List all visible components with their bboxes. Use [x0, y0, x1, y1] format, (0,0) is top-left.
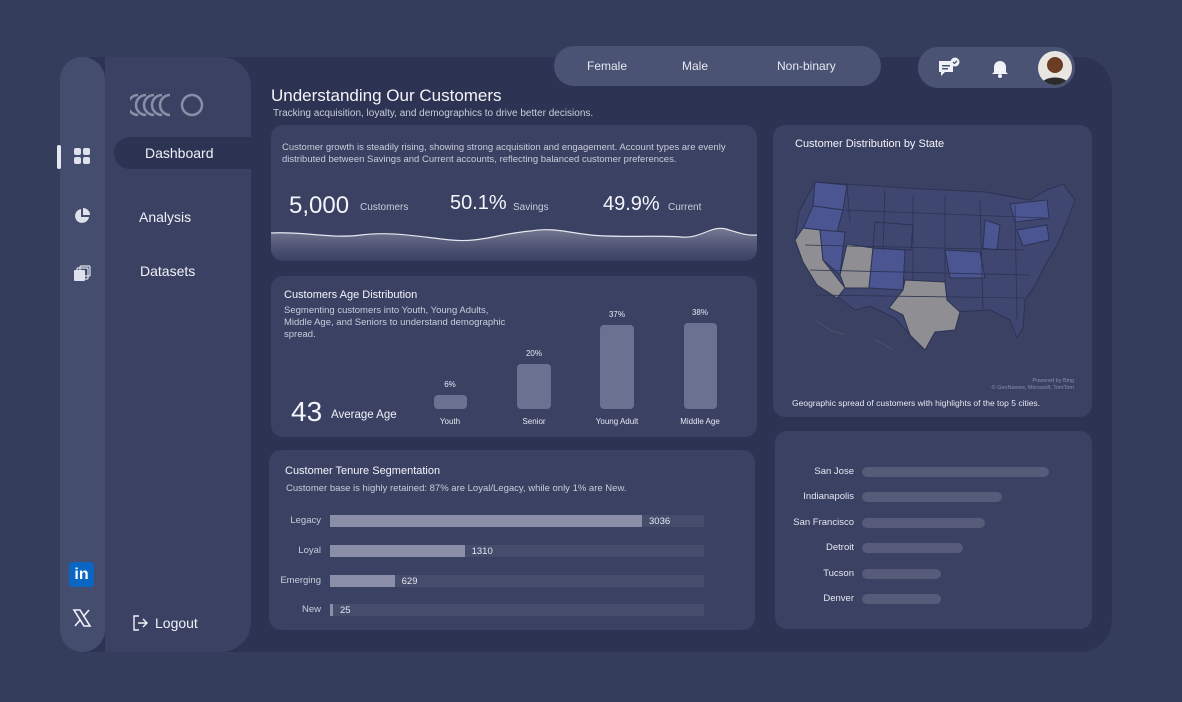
age-bar-category: Young Adult — [595, 417, 639, 426]
age-bar[interactable] — [683, 322, 717, 409]
city-bar[interactable] — [862, 569, 941, 579]
sidebar-item-label: Datasets — [140, 263, 196, 279]
age-bar-category: Youth — [439, 417, 461, 426]
sidebar-item-datasets[interactable]: Datasets — [115, 255, 252, 287]
datasets-icon[interactable] — [70, 262, 94, 286]
age-bar[interactable] — [600, 325, 634, 409]
city-label: Tucson — [823, 568, 854, 579]
kpi-customers-value: 5,000 — [289, 192, 350, 219]
bell-icon[interactable] — [990, 58, 1010, 83]
age-bar-pct: 20% — [525, 348, 542, 358]
age-bar-pct: 37% — [608, 310, 625, 319]
average-age-label: Average Age — [331, 409, 397, 421]
age-bar-category: Middle Age — [680, 417, 720, 426]
sidebar-item-analysis[interactable]: Analysis — [114, 201, 251, 233]
city-bar[interactable] — [862, 492, 1003, 502]
tenure-label: Loyal — [298, 545, 321, 556]
us-state-map[interactable] — [785, 170, 1085, 370]
kpi-savings-label: Savings — [513, 202, 549, 213]
tenure-track — [330, 604, 704, 616]
tenure-bar[interactable] — [330, 575, 395, 587]
city-label: San Jose — [814, 466, 854, 477]
overview-card — [271, 125, 757, 261]
tenure-label: New — [301, 604, 321, 615]
tenure-title: Customer Tenure Segmentation — [285, 465, 441, 477]
tenure-label: Emerging — [280, 575, 321, 586]
filter-nonbinary[interactable]: Non-binary — [777, 59, 836, 73]
sidebar-item-dashboard[interactable]: Dashboard — [114, 137, 251, 169]
average-age-value: 43 — [291, 396, 323, 427]
age-bar-pct: 38% — [691, 307, 708, 317]
tenure-bar[interactable] — [330, 545, 465, 557]
age-bar-pct: 6% — [444, 380, 456, 390]
sidebar-item-label: Dashboard — [145, 145, 214, 161]
map-credit: Powered by Bing © GeoNames, Microsoft, T… — [991, 378, 1075, 391]
tenure-value: 1310 — [471, 546, 493, 557]
city-bar[interactable] — [862, 543, 963, 553]
logout-icon — [133, 615, 148, 631]
overview-description: Customer growth is steadily rising, show… — [282, 142, 726, 165]
city-label: Denver — [823, 593, 854, 604]
kpi-savings-value: 50.1% — [450, 192, 507, 214]
avatar[interactable] — [1038, 51, 1072, 85]
kpi-current-value: 49.9% — [603, 193, 660, 215]
city-bar[interactable] — [862, 467, 1049, 477]
logout-label: Logout — [155, 615, 198, 631]
message-check-icon[interactable] — [937, 57, 961, 84]
tenure-value: 3036 — [649, 516, 671, 527]
logout-button[interactable]: Logout — [131, 614, 198, 632]
age-title: Customers Age Distribution — [284, 289, 418, 301]
gender-filter: Female Male Non-binary — [554, 46, 881, 86]
active-indicator — [57, 145, 61, 169]
city-label: San Francisco — [793, 517, 854, 528]
filter-female[interactable]: Female — [587, 59, 628, 73]
page-title: Understanding Our Customers — [271, 86, 502, 105]
x-twitter-icon[interactable] — [70, 606, 94, 630]
age-bar-category: Senior — [522, 417, 546, 426]
sidebar-item-label: Analysis — [139, 209, 192, 225]
icon-rail — [60, 57, 105, 652]
tenure-bar[interactable] — [330, 515, 642, 527]
tenure-label: Legacy — [290, 515, 321, 526]
age-bar[interactable] — [517, 363, 551, 409]
map-title: Customer Distribution by State — [795, 138, 945, 150]
tenure-bar[interactable] — [330, 604, 333, 616]
city-label: Indianapolis — [803, 491, 854, 502]
city-label: Detroit — [826, 542, 854, 553]
city-bar[interactable] — [862, 594, 941, 604]
city-bar[interactable] — [862, 518, 986, 528]
page-subtitle: Tracking acquisition, loyalty, and demog… — [273, 108, 594, 119]
tenure-value: 629 — [401, 576, 418, 587]
growth-sparkline — [271, 227, 757, 261]
ripple-logo-icon — [126, 92, 210, 118]
age-distribution-card — [271, 276, 757, 437]
age-bar[interactable] — [433, 395, 467, 409]
kpi-current-label: Current — [668, 202, 702, 213]
dashboard-grid-icon[interactable] — [70, 144, 94, 168]
tenure-track — [330, 575, 704, 587]
pie-chart-icon[interactable] — [70, 204, 94, 228]
map-caption: Geographic spread of customers with high… — [792, 398, 1041, 408]
tenure-card — [269, 450, 755, 630]
linkedin-icon[interactable]: in — [69, 562, 94, 587]
tenure-description: Customer base is highly retained: 87% ar… — [286, 483, 627, 494]
age-description: Segmenting customers into Youth, Young A… — [284, 305, 506, 340]
filter-male[interactable]: Male — [682, 59, 709, 73]
kpi-customers-label: Customers — [360, 202, 409, 213]
tenure-value: 25 — [340, 605, 351, 616]
